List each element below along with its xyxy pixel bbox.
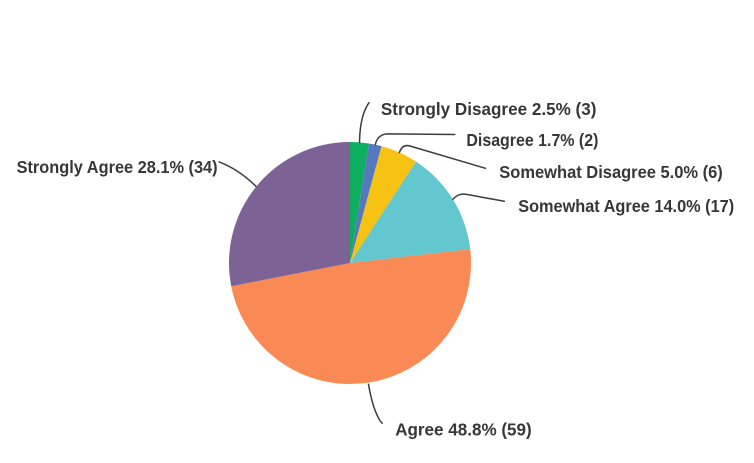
svg-text:Agree 48.8% (59): Agree 48.8% (59) [395, 420, 532, 440]
svg-text:Somewhat Agree 14.0% (17): Somewhat Agree 14.0% (17) [518, 196, 734, 216]
svg-text:Somewhat Disagree 5.0% (6): Somewhat Disagree 5.0% (6) [499, 162, 723, 182]
svg-text:Disagree 1.7% (2): Disagree 1.7% (2) [466, 130, 598, 150]
svg-text:Strongly Agree 28.1% (34): Strongly Agree 28.1% (34) [17, 157, 218, 177]
svg-text:Strongly Disagree 2.5% (3): Strongly Disagree 2.5% (3) [381, 99, 597, 119]
